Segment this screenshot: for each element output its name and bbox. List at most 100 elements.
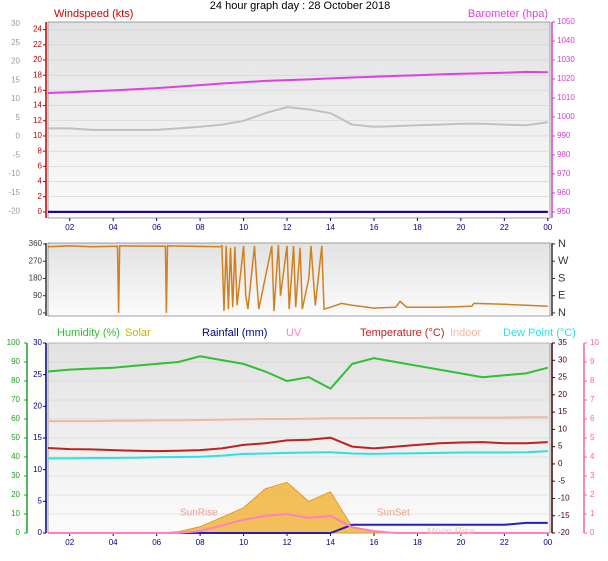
legend-label: Rainfall (mm)	[202, 327, 267, 339]
x-tick-label: 22	[500, 223, 509, 232]
x-tick-label: 14	[326, 538, 335, 547]
y-tick-label: -5	[558, 476, 566, 485]
chart-title: 24 hour graph day : 28 October 2018	[210, 0, 390, 12]
y-tick-label: 20	[11, 490, 20, 499]
y-tick-label: 0	[38, 528, 43, 537]
y-tick-label: 5	[38, 496, 43, 505]
line	[48, 512, 548, 534]
y-tick-label: 90	[11, 357, 20, 366]
y-tick-label: -20	[8, 207, 20, 216]
y-tick-label: 20	[33, 55, 42, 64]
y-tick-label: 16	[33, 85, 42, 94]
legend-label: Dew Point (°C)	[503, 327, 576, 339]
y-tick-label: 40	[11, 452, 20, 461]
y-tick-label: 1030	[557, 55, 575, 64]
y-tick-label: -5	[13, 150, 21, 159]
y-tick-label: -10	[8, 169, 20, 178]
x-tick-label: 02	[65, 223, 74, 232]
x-tick-label: 00	[543, 223, 552, 232]
legend-label: Barometer (hpa)	[468, 8, 548, 20]
y-tick-label: N	[558, 238, 566, 250]
y-tick-label: 60	[11, 414, 20, 423]
y-tick-label: S	[558, 272, 565, 284]
x-tick-label: 04	[109, 223, 118, 232]
y-tick-label: 1020	[557, 74, 575, 83]
y-tick-label: 80	[11, 376, 20, 385]
y-tick-label: 30	[33, 338, 42, 347]
x-tick-label: 06	[152, 538, 161, 547]
annotation: SunSet	[377, 508, 410, 519]
legend-label: Temperature (°C)	[360, 327, 444, 339]
y-tick-label: 10	[11, 509, 20, 518]
legend-label: Humidity (%)	[57, 327, 120, 339]
y-tick-label: 22	[33, 40, 42, 49]
y-tick-label: 980	[557, 150, 571, 159]
y-tick-label: 100	[7, 338, 21, 347]
line	[47, 436, 548, 453]
y-tick-label: 4	[38, 177, 43, 186]
y-tick-label: 10	[558, 424, 567, 433]
y-tick-label: 990	[557, 131, 571, 140]
y-tick-label: 1040	[557, 36, 575, 45]
x-tick-label: 00	[543, 538, 552, 547]
annotation: Moon Rise	[427, 527, 475, 538]
y-tick-label: 8	[38, 146, 43, 155]
line	[48, 416, 548, 423]
y-tick-label: 960	[557, 188, 571, 197]
y-tick-label: 30	[558, 355, 567, 364]
annotation: SunRise	[180, 508, 218, 519]
y-tick-label: 180	[29, 274, 43, 283]
x-tick-label: 20	[456, 538, 465, 547]
line	[48, 450, 548, 460]
y-tick-label: 20	[11, 57, 20, 66]
legend-label: UV	[286, 327, 302, 339]
y-tick-label: W	[558, 255, 569, 267]
y-tick-label: 0	[590, 528, 595, 537]
y-tick-label: 5	[16, 113, 21, 122]
x-tick-label: 18	[413, 223, 422, 232]
y-tick-label: 6	[38, 161, 43, 170]
y-tick-label: -20	[558, 528, 570, 537]
y-tick-label: 10	[33, 131, 42, 140]
y-tick-label: 50	[11, 433, 20, 442]
y-tick-label: -10	[558, 494, 570, 503]
y-tick-label: 90	[33, 291, 42, 300]
y-tick-label: 30	[11, 471, 20, 480]
y-tick-label: 2	[38, 192, 43, 201]
y-tick-label: 970	[557, 169, 571, 178]
y-tick-label: 20	[33, 401, 42, 410]
x-tick-label: 12	[283, 538, 292, 547]
y-tick-label: 24	[33, 25, 42, 34]
y-tick-label: 9	[590, 357, 595, 366]
x-tick-label: 22	[500, 538, 509, 547]
x-tick-label: 14	[326, 223, 335, 232]
x-tick-label: 20	[456, 223, 465, 232]
x-tick-label: 08	[196, 538, 205, 547]
y-tick-label: 12	[33, 116, 42, 125]
x-tick-label: 04	[109, 538, 118, 547]
y-tick-label: 3	[590, 471, 595, 480]
y-tick-label: -15	[8, 188, 20, 197]
y-tick-label: -15	[558, 511, 570, 520]
y-tick-label: 14	[33, 101, 42, 110]
x-tick-label: 10	[239, 538, 248, 547]
x-tick-label: 08	[196, 223, 205, 232]
line	[47, 244, 548, 313]
y-tick-label: 270	[29, 256, 43, 265]
y-tick-label: 30	[11, 19, 20, 28]
y-tick-label: 10	[590, 338, 599, 347]
y-tick-label: 10	[11, 94, 20, 103]
y-tick-label: 0	[16, 132, 21, 141]
y-tick-label: 15	[33, 433, 42, 442]
x-tick-label: 02	[65, 538, 74, 547]
y-tick-label: N	[558, 307, 566, 319]
y-tick-label: 25	[33, 370, 42, 379]
y-tick-label: 360	[29, 239, 43, 248]
x-tick-label: 16	[370, 223, 379, 232]
y-tick-label: 950	[557, 207, 571, 216]
y-tick-label: 1010	[557, 93, 575, 102]
y-tick-label: 0	[38, 207, 43, 216]
x-tick-label: 18	[413, 538, 422, 547]
